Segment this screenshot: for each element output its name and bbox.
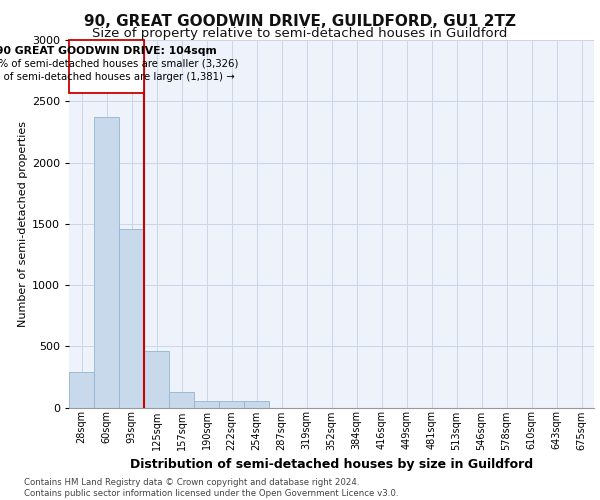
Bar [169, 392, 194, 407]
Bar [69, 40, 143, 92]
Text: 90 GREAT GOODWIN DRIVE: 104sqm: 90 GREAT GOODWIN DRIVE: 104sqm [0, 46, 217, 56]
Bar [219, 402, 244, 407]
Bar [144, 351, 169, 408]
Text: Contains HM Land Registry data © Crown copyright and database right 2024.
Contai: Contains HM Land Registry data © Crown c… [24, 478, 398, 498]
Bar [194, 401, 219, 407]
Text: 29% of semi-detached houses are larger (1,381) →: 29% of semi-detached houses are larger (… [0, 72, 235, 82]
Text: Size of property relative to semi-detached houses in Guildford: Size of property relative to semi-detach… [92, 28, 508, 40]
Text: ← 70% of semi-detached houses are smaller (3,326): ← 70% of semi-detached houses are smalle… [0, 58, 239, 68]
Y-axis label: Number of semi-detached properties: Number of semi-detached properties [17, 120, 28, 327]
Bar [119, 228, 144, 408]
Bar [69, 372, 94, 408]
Bar [244, 402, 269, 407]
Bar [94, 117, 119, 408]
Text: 90, GREAT GOODWIN DRIVE, GUILDFORD, GU1 2TZ: 90, GREAT GOODWIN DRIVE, GUILDFORD, GU1 … [84, 14, 516, 29]
X-axis label: Distribution of semi-detached houses by size in Guildford: Distribution of semi-detached houses by … [130, 458, 533, 471]
